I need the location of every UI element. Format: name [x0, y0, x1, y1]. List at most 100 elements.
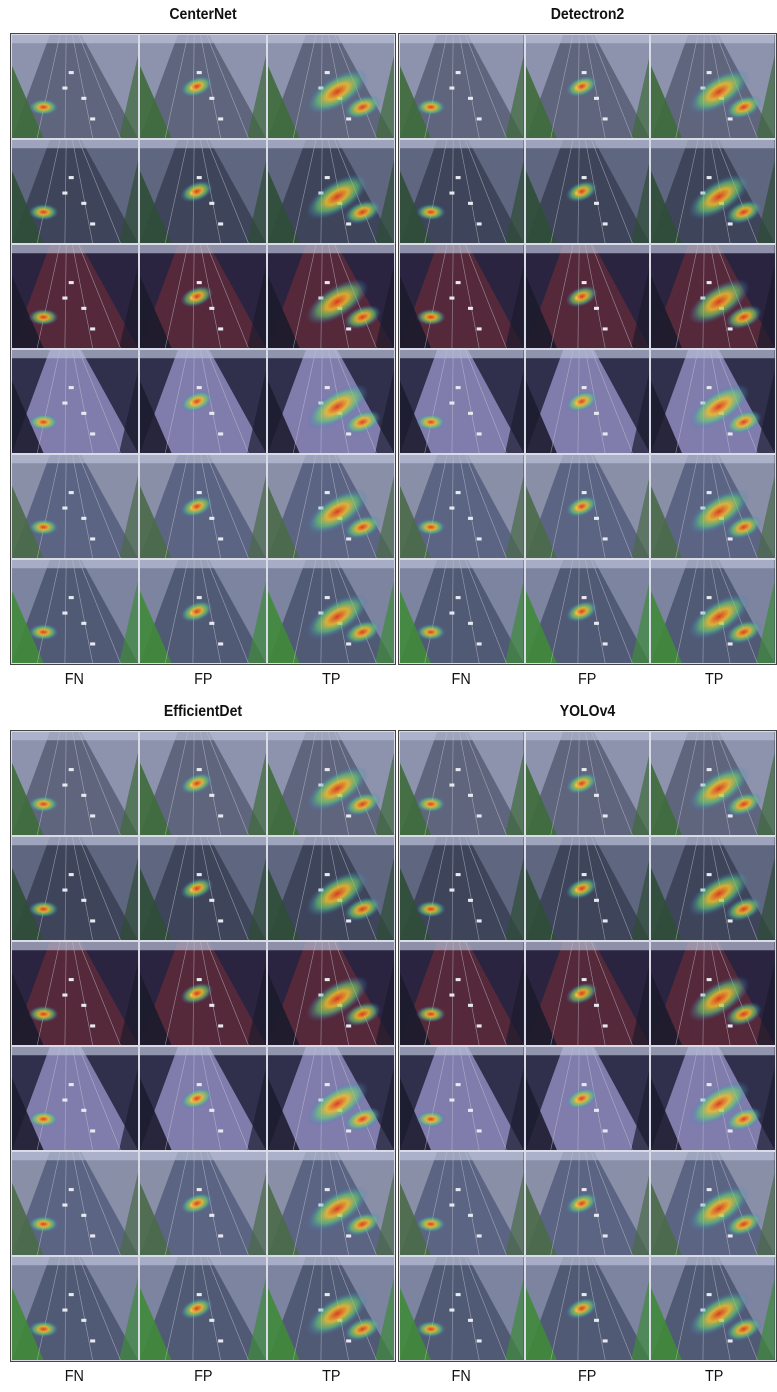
car-mark	[218, 222, 224, 226]
car-mark	[196, 491, 202, 495]
column-labels: FN FP TP	[398, 665, 777, 695]
heatmap-blob	[725, 1001, 763, 1027]
column-label-fp: FP	[193, 1368, 213, 1385]
scene-thumbnail	[525, 732, 650, 835]
heatmap-cell	[524, 1256, 651, 1361]
heatmap-blob	[343, 1106, 382, 1132]
heatmap-cell	[399, 1046, 525, 1151]
car-mark	[727, 814, 733, 818]
column-label-tp: TP	[322, 1368, 341, 1385]
car-mark	[62, 506, 68, 510]
heatmap-grid	[10, 33, 396, 665]
scene-thumbnail	[268, 942, 394, 1045]
heatmap-blob	[565, 1087, 598, 1110]
car-mark	[346, 1234, 352, 1238]
heatmap-blob	[565, 180, 598, 203]
heatmap-cell	[267, 941, 395, 1046]
car-mark	[449, 1098, 455, 1102]
scene-thumbnail	[12, 350, 138, 453]
car-mark	[196, 281, 202, 285]
car-mark	[581, 281, 587, 285]
heatmap-blob	[180, 600, 213, 623]
car-mark	[81, 516, 87, 520]
car-mark	[468, 1213, 473, 1217]
car-mark	[449, 611, 455, 615]
car-mark	[449, 993, 455, 997]
heatmap-cell	[139, 139, 267, 244]
heatmap-blob	[180, 390, 213, 413]
scene-thumbnail	[140, 942, 266, 1045]
panel-title: EfficientDet	[163, 703, 243, 720]
car-mark	[68, 873, 74, 877]
heatmap-blob	[28, 900, 59, 918]
scene-thumbnail	[140, 1152, 266, 1255]
car-mark	[196, 71, 202, 75]
car-mark	[209, 516, 215, 520]
heatmap-blob	[725, 1211, 763, 1237]
car-mark	[90, 919, 96, 923]
heatmap-blob	[28, 98, 59, 116]
car-mark	[449, 296, 455, 300]
heatmap-blob	[343, 304, 382, 330]
heatmap-blob	[416, 308, 446, 326]
heatmap-blob	[688, 383, 750, 430]
car-mark	[593, 1003, 599, 1007]
car-mark	[62, 1098, 68, 1102]
car-mark	[324, 71, 330, 75]
scene-thumbnail	[12, 942, 138, 1045]
heatmap-blob	[688, 278, 750, 325]
car-mark	[602, 432, 608, 436]
panel-title: Detectron2	[550, 6, 625, 23]
heatmap-blob	[416, 623, 446, 641]
scene-thumbnail	[268, 35, 394, 138]
heatmap-cell	[267, 836, 395, 941]
heatmap-cell	[399, 731, 525, 836]
car-mark	[209, 793, 215, 797]
heatmap-cell	[399, 836, 525, 941]
heatmap-blob	[565, 982, 598, 1005]
heatmap-cell	[399, 559, 525, 664]
car-mark	[593, 898, 599, 902]
heatmap-blob	[725, 514, 763, 540]
scene-thumbnail	[140, 140, 266, 243]
car-mark	[218, 117, 224, 121]
scene-thumbnail	[12, 245, 138, 348]
heatmap-cell	[267, 454, 395, 559]
car-mark	[90, 432, 96, 436]
heatmap-blob	[28, 1110, 59, 1128]
column-label-fn: FN	[451, 671, 471, 688]
heatmap-blob	[416, 1110, 446, 1128]
car-mark	[196, 768, 202, 772]
heatmap-cell	[650, 454, 776, 559]
heatmap-cell	[139, 1046, 267, 1151]
car-mark	[68, 386, 74, 390]
heatmap-cell	[650, 941, 776, 1046]
heatmap-cell	[267, 349, 395, 454]
car-mark	[581, 491, 587, 495]
heatmap-blob	[343, 619, 382, 645]
car-mark	[324, 281, 330, 285]
scene-thumbnail	[12, 1152, 138, 1255]
car-mark	[581, 176, 587, 180]
car-mark	[346, 327, 352, 331]
scene-thumbnail	[268, 245, 394, 348]
car-mark	[346, 1129, 352, 1133]
heatmap-blob	[688, 488, 750, 535]
car-mark	[581, 873, 587, 877]
car-mark	[90, 1234, 96, 1238]
car-mark	[581, 1293, 587, 1297]
heatmap-blob	[180, 1192, 213, 1215]
car-mark	[209, 1108, 215, 1112]
heatmap-blob	[688, 1290, 750, 1337]
car-mark	[324, 1188, 330, 1192]
car-mark	[81, 1318, 87, 1322]
scene-thumbnail	[400, 837, 524, 940]
car-mark	[90, 537, 96, 541]
scene-thumbnail	[400, 942, 524, 1045]
scene-thumbnail	[525, 140, 650, 243]
scene-thumbnail	[651, 560, 775, 663]
heatmap-blob	[565, 75, 598, 98]
car-mark	[209, 96, 215, 100]
scene-thumbnail	[525, 245, 650, 348]
heatmap-cell	[11, 1256, 139, 1361]
